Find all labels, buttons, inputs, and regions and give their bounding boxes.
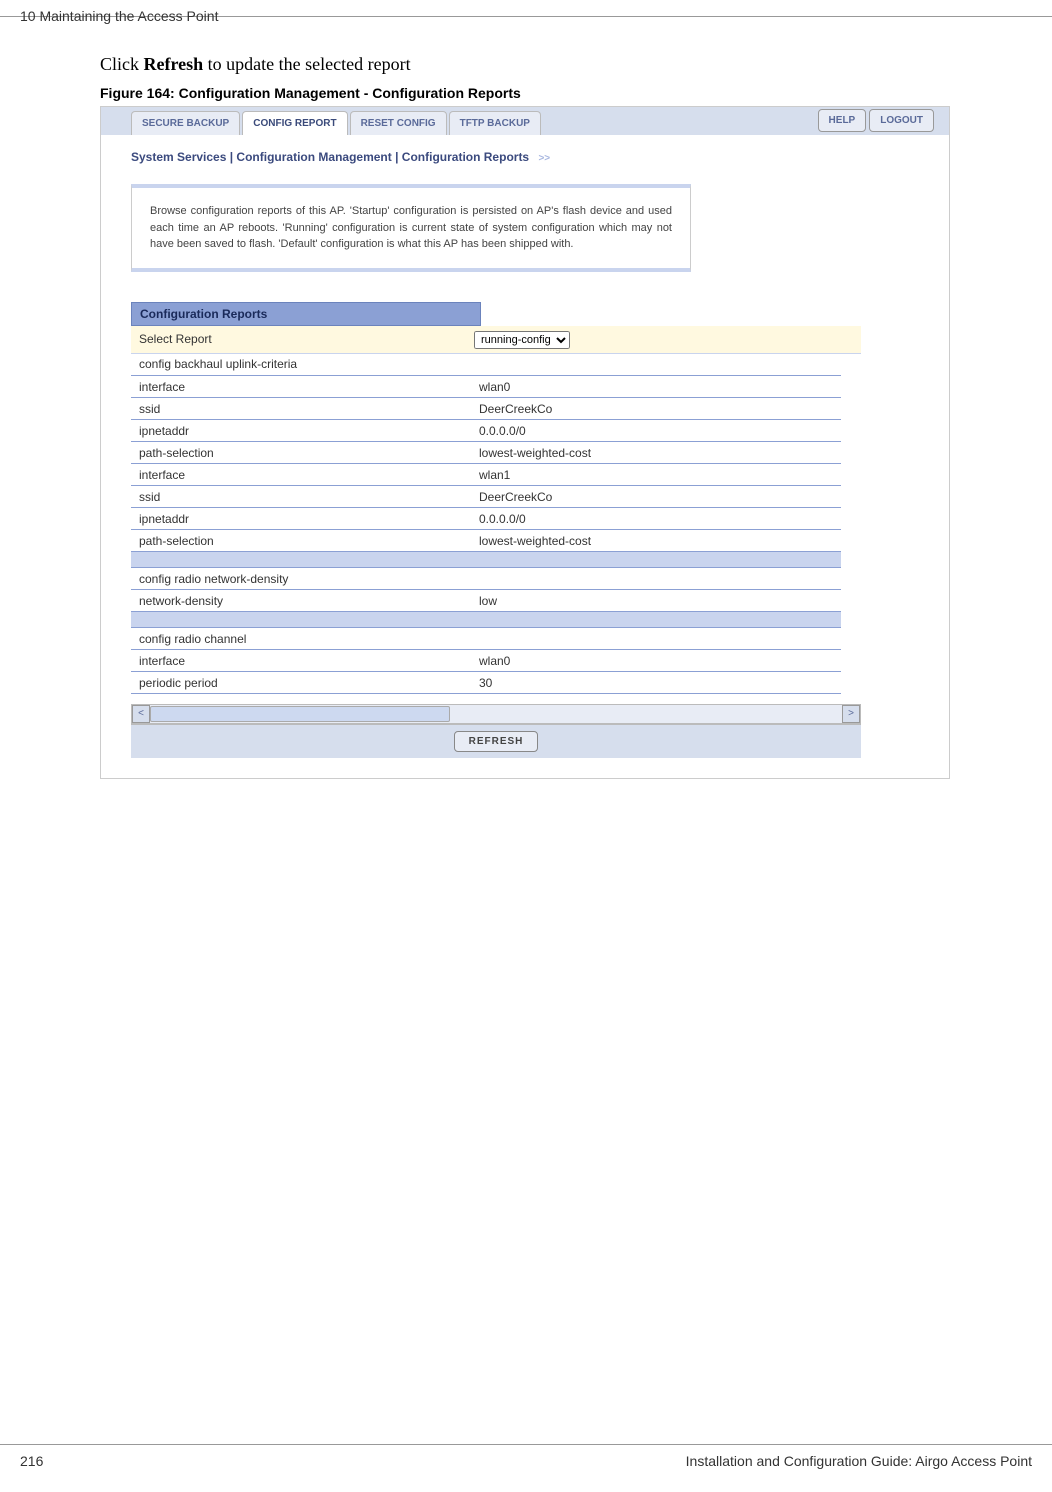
table-row: config backhaul uplink-criteria xyxy=(131,354,841,376)
config-value xyxy=(471,354,841,376)
tab-secure-backup[interactable]: SECURE BACKUP xyxy=(131,111,240,135)
table-row: network-densitylow xyxy=(131,590,841,612)
config-value: wlan1 xyxy=(471,464,841,486)
page-footer: 216 Installation and Configuration Guide… xyxy=(0,1444,1052,1477)
table-row xyxy=(131,612,841,628)
config-value: DeerCreekCo xyxy=(471,486,841,508)
section-header: Configuration Reports xyxy=(131,302,481,326)
footer-text: Installation and Configuration Guide: Ai… xyxy=(686,1453,1032,1469)
tab-group: SECURE BACKUPCONFIG REPORTRESET CONFIGTF… xyxy=(131,111,543,135)
table-row xyxy=(131,552,841,568)
config-key: ssid xyxy=(131,398,471,420)
config-value: 0.0.0.0/0 xyxy=(471,420,841,442)
config-key: interface xyxy=(131,650,471,672)
config-key: periodic period xyxy=(131,672,471,694)
table-row: config radio channel xyxy=(131,628,841,650)
config-value xyxy=(471,628,841,650)
config-value: DeerCreekCo xyxy=(471,398,841,420)
table-row: interfacewlan1 xyxy=(131,464,841,486)
table-row: path-selectionlowest-weighted-cost xyxy=(131,442,841,464)
tab-bar: SECURE BACKUPCONFIG REPORTRESET CONFIGTF… xyxy=(101,107,949,135)
tab-config-report[interactable]: CONFIG REPORT xyxy=(242,111,347,135)
report-scroll-area[interactable]: config backhaul uplink-criteriainterface… xyxy=(131,354,861,704)
config-key: config radio channel xyxy=(131,628,471,650)
config-value xyxy=(471,568,841,590)
config-key: interface xyxy=(131,464,471,486)
breadcrumb-arrow-icon: >> xyxy=(538,153,550,164)
breadcrumb: System Services | Configuration Manageme… xyxy=(131,150,919,164)
panel-body: System Services | Configuration Manageme… xyxy=(101,135,949,778)
chapter-title: 10 Maintaining the Access Point xyxy=(20,8,218,24)
config-key: path-selection xyxy=(131,442,471,464)
intro-bold: Refresh xyxy=(144,54,204,74)
table-row: ssidDeerCreekCo xyxy=(131,486,841,508)
report-select[interactable]: running-config xyxy=(474,331,570,349)
select-label: Select Report xyxy=(131,326,466,353)
spacer-cell xyxy=(131,552,841,568)
table-row: ipnetaddr0.0.0.0/0 xyxy=(131,420,841,442)
scroll-thumb[interactable] xyxy=(150,706,450,722)
select-row: Select Report running-config xyxy=(131,326,861,354)
config-key: ipnetaddr xyxy=(131,508,471,530)
figure-caption: Figure 164: Configuration Management - C… xyxy=(100,85,952,101)
intro-paragraph: Click Refresh to update the selected rep… xyxy=(100,54,952,75)
description-box: Browse configuration reports of this AP.… xyxy=(131,184,691,272)
help-button[interactable]: HELP xyxy=(818,109,867,132)
table-row: periodic period30 xyxy=(131,672,841,694)
header-buttons: HELP LOGOUT xyxy=(815,109,934,132)
table-row: config radio network-density xyxy=(131,568,841,590)
config-key: ssid xyxy=(131,486,471,508)
config-key: network-density xyxy=(131,590,471,612)
config-key: ipnetaddr xyxy=(131,420,471,442)
scroll-right-icon[interactable]: > xyxy=(842,705,860,723)
breadcrumb-text: System Services | Configuration Manageme… xyxy=(131,150,529,164)
table-row: ssidDeerCreekCo xyxy=(131,398,841,420)
refresh-button[interactable]: REFRESH xyxy=(454,731,539,752)
config-value: wlan0 xyxy=(471,650,841,672)
config-value: lowest-weighted-cost xyxy=(471,442,841,464)
screenshot-panel: SECURE BACKUPCONFIG REPORTRESET CONFIGTF… xyxy=(100,106,950,779)
config-value: low xyxy=(471,590,841,612)
table-row: path-selectionlowest-weighted-cost xyxy=(131,530,841,552)
report-table: config backhaul uplink-criteriainterface… xyxy=(131,354,841,695)
logout-button[interactable]: LOGOUT xyxy=(869,109,934,132)
scroll-track[interactable] xyxy=(150,705,842,723)
config-key: config radio network-density xyxy=(131,568,471,590)
table-row: ipnetaddr0.0.0.0/0 xyxy=(131,508,841,530)
intro-suffix: to update the selected report xyxy=(203,54,410,74)
table-row: interfacewlan0 xyxy=(131,376,841,398)
config-value: wlan0 xyxy=(471,376,841,398)
config-key: path-selection xyxy=(131,530,471,552)
horizontal-scrollbar[interactable]: < > xyxy=(131,704,861,724)
table-row: interfacewlan0 xyxy=(131,650,841,672)
scroll-left-icon[interactable]: < xyxy=(132,705,150,723)
config-value: lowest-weighted-cost xyxy=(471,530,841,552)
select-value-cell: running-config xyxy=(466,326,578,353)
config-value: 0.0.0.0/0 xyxy=(471,508,841,530)
page-number: 216 xyxy=(20,1453,43,1469)
config-key: interface xyxy=(131,376,471,398)
config-value: 30 xyxy=(471,672,841,694)
footer-bar: REFRESH xyxy=(131,724,861,758)
tab-tftp-backup[interactable]: TFTP BACKUP xyxy=(449,111,541,135)
intro-prefix: Click xyxy=(100,54,144,74)
config-key: config backhaul uplink-criteria xyxy=(131,354,471,376)
tab-reset-config[interactable]: RESET CONFIG xyxy=(350,111,447,135)
spacer-cell xyxy=(131,612,841,628)
